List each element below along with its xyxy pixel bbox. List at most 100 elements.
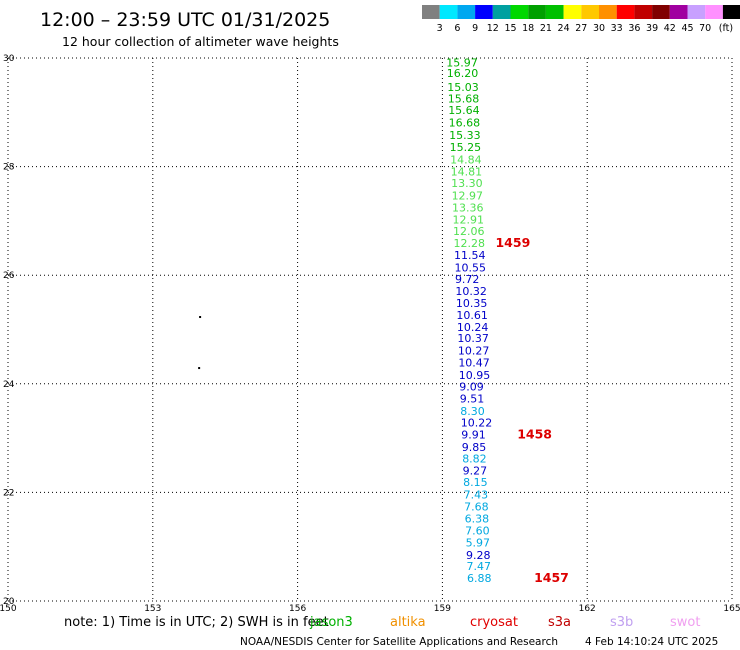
x-tick-label: 150 [0, 604, 17, 614]
wave-height-label: 10.35 [456, 297, 488, 310]
satellite-label-cryosat: cryosat [470, 615, 518, 630]
scale-label: 21 [540, 23, 552, 34]
wave-height-label: 12.91 [453, 213, 485, 226]
wave-height-label: 8.15 [463, 476, 488, 489]
chart-subtitle: 12 hour collection of altimeter wave hei… [62, 34, 339, 49]
wave-height-label: 10.24 [457, 321, 489, 334]
wave-height-label: 7.47 [467, 560, 492, 573]
footer-timestamp: 4 Feb 14:10:24 UTC 2025 [585, 636, 718, 648]
satellite-legend: jason3 altika cryosat s3a s3b swot [309, 615, 700, 630]
wave-height-label: 6.38 [465, 512, 490, 525]
observation-dot [199, 316, 202, 319]
scale-label: 27 [575, 23, 587, 34]
scale-label: 24 [558, 23, 570, 34]
wave-height-label: 9.09 [459, 381, 484, 394]
wave-height-label: 12.97 [452, 189, 484, 202]
pass-time-label: 1458 [517, 426, 552, 441]
scale-label: 15 [504, 23, 516, 34]
x-tick-label: 153 [144, 604, 161, 614]
y-tick-label: 30 [3, 54, 15, 64]
scale-swatch [510, 5, 529, 19]
scale-label: 33 [611, 23, 623, 34]
wave-height-label: 10.47 [458, 357, 490, 370]
observation-dot [198, 367, 201, 370]
scale-label: (ft) [719, 23, 733, 34]
x-tick-label: 156 [289, 604, 306, 614]
grid-lines [7, 57, 733, 602]
wave-height-label: 14.84 [450, 154, 482, 167]
data-marks: 15.9716.2015.0315.6815.6416.6815.3315.25… [198, 56, 569, 585]
scale-swatch [599, 5, 617, 19]
wave-height-label: 10.32 [455, 285, 487, 298]
scale-label: 42 [664, 23, 676, 34]
wave-height-label: 9.27 [463, 465, 488, 478]
y-tick-label: 22 [3, 488, 14, 498]
scale-swatch [669, 5, 688, 19]
axis-ticks: 150 153 156 159 162 165 20 22 24 26 28 30 [0, 54, 740, 614]
scale-swatch [492, 5, 511, 19]
wave-height-label: 10.55 [454, 262, 486, 275]
wave-height-label: 13.36 [452, 201, 484, 214]
scale-label: 39 [646, 23, 658, 34]
pass-time-label: 1459 [495, 235, 530, 250]
scale-swatch [616, 5, 635, 19]
wave-height-label: 9.28 [466, 549, 491, 562]
wave-height-label: 8.82 [462, 453, 487, 466]
wave-height-label: 12.06 [453, 225, 485, 238]
pass-time-label: 1457 [534, 570, 569, 585]
wave-height-label: 9.51 [460, 392, 485, 405]
footer-credit: NOAA/NESDIS Center for Satellite Applica… [240, 636, 558, 648]
x-tick-label: 162 [579, 604, 596, 614]
scale-label: 12 [487, 23, 499, 34]
wave-height-label: 10.61 [456, 309, 488, 322]
scale-swatch [457, 5, 476, 19]
wave-height-label: 15.64 [448, 104, 480, 117]
wave-height-label: 15.25 [450, 141, 482, 154]
y-tick-label: 20 [3, 597, 15, 607]
scale-label: 36 [628, 23, 640, 34]
wave-height-label: 12.28 [454, 237, 486, 250]
satellite-label-jason3: jason3 [309, 615, 353, 630]
scale-label: 6 [454, 23, 460, 34]
wave-height-label: 15.68 [448, 93, 480, 106]
footer-note: note: 1) Time is in UTC; 2) SWH is in fe… [64, 615, 329, 630]
scale-label: 9 [472, 23, 478, 34]
scale-label: 30 [593, 23, 605, 34]
scale-swatch [687, 5, 706, 19]
wave-height-label: 7.43 [464, 489, 489, 502]
wave-height-label: 11.54 [454, 249, 486, 262]
y-tick-label: 26 [3, 271, 15, 281]
wave-height-label: 16.20 [447, 67, 479, 80]
x-tick-label: 159 [434, 604, 451, 614]
wave-height-label: 7.68 [464, 501, 489, 514]
satellite-label-s3b: s3b [610, 615, 633, 630]
scale-swatch [528, 5, 546, 19]
satellite-label-altika: altika [390, 615, 426, 630]
scale-swatch [652, 5, 670, 19]
y-tick-label: 24 [3, 380, 15, 390]
wave-height-label: 15.97 [446, 56, 478, 69]
scale-swatch [722, 5, 740, 19]
wave-height-label: 15.03 [447, 81, 479, 94]
scale-swatch [705, 5, 723, 19]
y-tick-label: 28 [3, 163, 15, 173]
color-scale-legend: 3 6 9 12 15 18 21 24 27 30 33 36 39 42 45 70 (ft) [422, 5, 740, 34]
wave-height-label: 10.95 [459, 369, 491, 382]
wave-height-label: 6.88 [467, 572, 492, 585]
scale-label: 70 [699, 23, 711, 34]
satellite-label-swot: swot [670, 615, 700, 630]
wave-height-label: 8.30 [460, 405, 485, 418]
scale-swatch [634, 5, 653, 19]
scale-swatch [581, 5, 599, 19]
wave-height-label: 10.27 [458, 345, 490, 358]
scale-label: 18 [522, 23, 534, 34]
scale-label: 3 [437, 23, 443, 34]
wave-height-label: 5.97 [466, 536, 491, 549]
wave-height-label: 15.33 [449, 129, 481, 142]
wave-height-label: 9.85 [462, 441, 487, 454]
scale-label: 45 [681, 23, 693, 34]
chart-title: 12:00 – 23:59 UTC 01/31/2025 [40, 9, 330, 31]
wave-height-label: 10.22 [461, 416, 493, 429]
scale-swatch [475, 5, 493, 19]
